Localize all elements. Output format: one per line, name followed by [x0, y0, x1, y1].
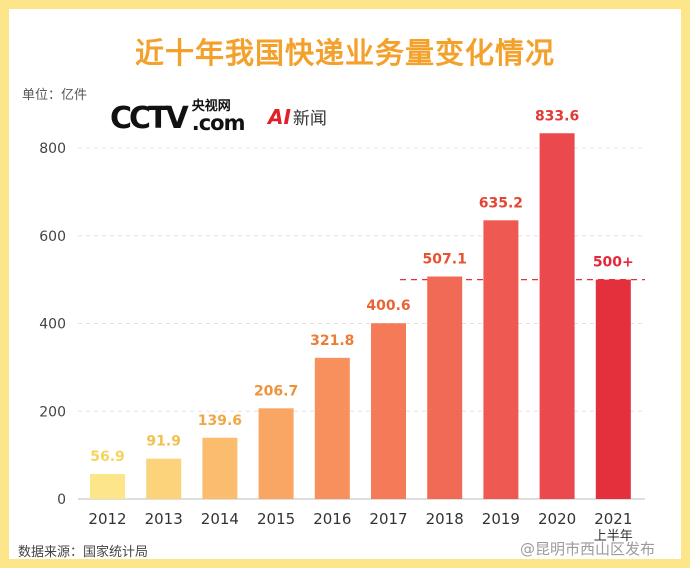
x-tick-label: 2012 — [88, 510, 126, 528]
cctv-logo: CCTV 央视网 .com — [110, 99, 246, 136]
cctv-logo-mark: CCTV — [110, 101, 189, 136]
data-label: 635.2 — [479, 195, 523, 211]
data-label: 206.7 — [254, 383, 298, 399]
x-tick-sublabel: 上半年 — [594, 529, 633, 544]
data-label: 139.6 — [198, 413, 242, 429]
x-tick-label: 2020 — [538, 510, 576, 528]
y-tick-label: 0 — [57, 492, 66, 508]
y-tick-label: 800 — [39, 141, 66, 157]
x-tick-label: 2017 — [369, 510, 407, 528]
bar — [202, 437, 238, 499]
x-tick-label: 2021 — [594, 510, 632, 528]
bar — [595, 279, 631, 499]
cctv-logo-cn: 央视网 — [191, 99, 231, 114]
data-label: 507.1 — [423, 252, 467, 268]
chart-title: 近十年我国快递业务量变化情况 — [134, 36, 555, 70]
ai-news-logo-mark: AI — [268, 104, 291, 129]
bar — [483, 220, 519, 499]
y-tick-label: 200 — [39, 404, 66, 420]
bar — [539, 133, 575, 499]
x-tick-label: 2013 — [145, 510, 183, 528]
bar — [314, 357, 350, 499]
bar — [258, 408, 294, 499]
data-label: 91.9 — [146, 434, 181, 450]
bar — [427, 276, 463, 499]
x-tick-label: 2014 — [201, 510, 239, 528]
bar — [146, 458, 182, 499]
cctv-logo-com: .com — [191, 111, 246, 135]
x-tick-label: 2016 — [313, 510, 351, 528]
unit-label: 单位：亿件 — [22, 88, 88, 103]
x-tick-label: 2015 — [257, 510, 295, 528]
data-source: 数据来源：国家统计局 — [18, 545, 149, 560]
watermark: @昆明市西山区发布 — [520, 540, 656, 558]
data-label: 56.9 — [90, 449, 125, 465]
y-tick-label: 400 — [39, 317, 66, 333]
ai-news-logo-text: 新闻 — [292, 109, 327, 129]
ai-news-logo: AI 新闻 — [268, 104, 327, 130]
data-label: 321.8 — [310, 333, 354, 349]
x-tick-label: 2019 — [482, 510, 520, 528]
y-tick-label: 600 — [39, 229, 66, 245]
data-label: 833.6 — [535, 108, 579, 124]
bar — [371, 323, 406, 499]
data-label: 500+ — [593, 255, 634, 271]
data-label: 400.6 — [366, 298, 410, 314]
bar — [90, 474, 125, 499]
x-tick-label: 2018 — [426, 510, 464, 528]
